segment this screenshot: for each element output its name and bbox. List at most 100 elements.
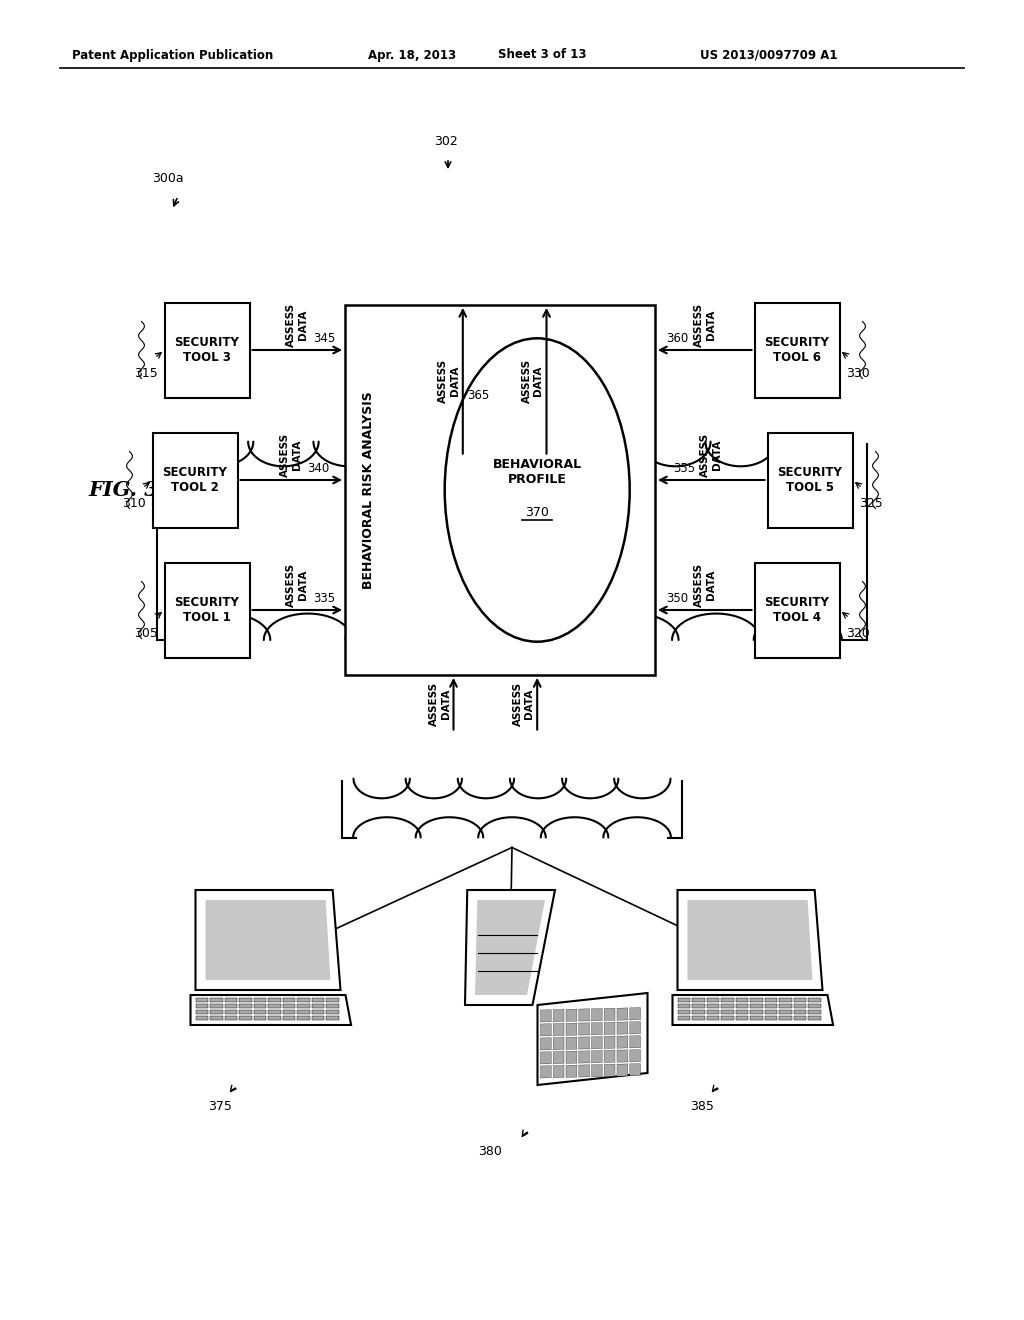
Polygon shape	[541, 1038, 551, 1049]
Text: Sheet 3 of 13: Sheet 3 of 13	[498, 49, 587, 62]
Polygon shape	[779, 1010, 792, 1014]
Text: 315: 315	[134, 367, 158, 380]
Polygon shape	[283, 1005, 295, 1008]
Polygon shape	[254, 998, 266, 1002]
Polygon shape	[617, 1008, 628, 1020]
Text: ASSESS
DATA: ASSESS DATA	[694, 562, 716, 607]
Polygon shape	[268, 1016, 281, 1020]
Polygon shape	[735, 998, 748, 1002]
Polygon shape	[735, 1005, 748, 1008]
Text: ASSESS
DATA: ASSESS DATA	[287, 302, 308, 347]
Polygon shape	[224, 998, 237, 1002]
Text: ASSESS
DATA: ASSESS DATA	[281, 433, 302, 477]
Polygon shape	[765, 1010, 777, 1014]
Polygon shape	[592, 1064, 602, 1077]
Text: 350: 350	[667, 591, 689, 605]
Polygon shape	[553, 1010, 564, 1022]
Polygon shape	[196, 1010, 208, 1014]
Bar	[153, 433, 238, 528]
Polygon shape	[721, 1016, 733, 1020]
Polygon shape	[617, 1022, 628, 1034]
Polygon shape	[566, 1008, 577, 1022]
Polygon shape	[541, 1010, 551, 1022]
Polygon shape	[566, 1023, 577, 1035]
Polygon shape	[283, 1016, 295, 1020]
Polygon shape	[268, 1005, 281, 1008]
Polygon shape	[553, 1023, 564, 1036]
Polygon shape	[779, 1016, 792, 1020]
Polygon shape	[254, 1010, 266, 1014]
Text: ASSESS
DATA: ASSESS DATA	[522, 359, 544, 403]
Polygon shape	[721, 998, 733, 1002]
Text: FIG. 3A: FIG. 3A	[88, 480, 175, 500]
Polygon shape	[735, 1010, 748, 1014]
Polygon shape	[579, 1036, 590, 1049]
Polygon shape	[196, 890, 341, 990]
Polygon shape	[678, 1010, 690, 1014]
Polygon shape	[326, 1010, 339, 1014]
Polygon shape	[794, 1010, 806, 1014]
Polygon shape	[326, 1016, 339, 1020]
Polygon shape	[297, 1010, 309, 1014]
Polygon shape	[196, 1016, 208, 1020]
Bar	[755, 302, 840, 397]
Text: Apr. 18, 2013: Apr. 18, 2013	[368, 49, 456, 62]
Polygon shape	[283, 1010, 295, 1014]
Polygon shape	[750, 1005, 763, 1008]
Polygon shape	[210, 1010, 222, 1014]
Text: 380: 380	[478, 1144, 502, 1158]
Text: 300a: 300a	[152, 172, 183, 185]
Polygon shape	[268, 998, 281, 1002]
Polygon shape	[604, 1064, 615, 1077]
Text: ASSESS
DATA: ASSESS DATA	[429, 681, 451, 726]
Polygon shape	[311, 998, 324, 1002]
Text: 305: 305	[133, 627, 158, 640]
Polygon shape	[779, 1005, 792, 1008]
Polygon shape	[190, 995, 351, 1026]
Polygon shape	[538, 993, 647, 1085]
Polygon shape	[196, 998, 208, 1002]
Text: SECURITY
TOOL 3: SECURITY TOOL 3	[174, 337, 240, 364]
Polygon shape	[617, 1064, 628, 1076]
Bar	[768, 433, 853, 528]
Polygon shape	[721, 1005, 733, 1008]
Ellipse shape	[444, 338, 630, 642]
Polygon shape	[617, 1049, 628, 1063]
Polygon shape	[630, 1036, 640, 1048]
Text: Patent Application Publication: Patent Application Publication	[72, 49, 273, 62]
Polygon shape	[692, 998, 705, 1002]
Polygon shape	[239, 1010, 252, 1014]
Text: 375: 375	[208, 1100, 231, 1113]
Text: SECURITY
TOOL 4: SECURITY TOOL 4	[765, 597, 829, 624]
Polygon shape	[779, 998, 792, 1002]
Polygon shape	[630, 1064, 640, 1076]
Text: 330: 330	[847, 367, 870, 380]
Polygon shape	[210, 998, 222, 1002]
Polygon shape	[224, 1005, 237, 1008]
Polygon shape	[794, 998, 806, 1002]
Text: SECURITY
TOOL 1: SECURITY TOOL 1	[174, 597, 240, 624]
Polygon shape	[592, 1008, 602, 1020]
Polygon shape	[765, 1005, 777, 1008]
Polygon shape	[224, 1010, 237, 1014]
Polygon shape	[750, 998, 763, 1002]
Polygon shape	[326, 1005, 339, 1008]
Bar	[165, 562, 250, 657]
Polygon shape	[765, 1016, 777, 1020]
Polygon shape	[566, 1038, 577, 1049]
Polygon shape	[678, 998, 690, 1002]
Polygon shape	[239, 1005, 252, 1008]
Polygon shape	[630, 1049, 640, 1061]
Polygon shape	[566, 1065, 577, 1077]
Polygon shape	[326, 998, 339, 1002]
Polygon shape	[592, 1036, 602, 1049]
Polygon shape	[254, 1016, 266, 1020]
Polygon shape	[311, 1005, 324, 1008]
Text: 345: 345	[313, 331, 336, 345]
Polygon shape	[283, 998, 295, 1002]
Text: SECURITY
TOOL 5: SECURITY TOOL 5	[777, 466, 843, 494]
Text: US 2013/0097709 A1: US 2013/0097709 A1	[700, 49, 838, 62]
Polygon shape	[721, 1010, 733, 1014]
Polygon shape	[707, 1010, 719, 1014]
Polygon shape	[268, 1010, 281, 1014]
